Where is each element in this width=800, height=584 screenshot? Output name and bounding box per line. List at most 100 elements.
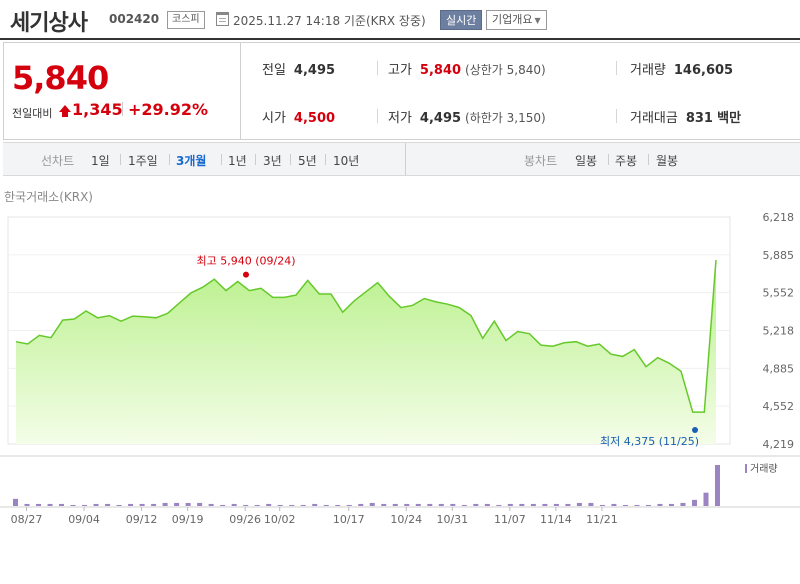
day-high: 고가 5,840 (상한가 5,840) <box>388 59 546 78</box>
volume-bar <box>82 504 88 506</box>
volume-bar <box>70 504 76 506</box>
x-tick-label: 11/14 <box>540 513 572 526</box>
trade-amount: 거래대금 831 백만 <box>630 107 741 126</box>
volume-bar <box>231 503 237 506</box>
prev-close-value: 4,495 <box>293 63 336 78</box>
high-label: 고가 <box>388 63 412 78</box>
x-tick-label: 10/02 <box>264 513 296 526</box>
tab-1d[interactable]: 1일 <box>91 154 110 168</box>
x-tick-label: 11/07 <box>494 513 526 526</box>
tab-10y[interactable]: 10년 <box>333 154 360 168</box>
quote-divider <box>377 109 378 123</box>
y-tick-label: 5,552 <box>763 287 795 300</box>
x-tick-label: 11/21 <box>586 513 618 526</box>
volume-bar <box>266 503 272 506</box>
candle-chart-label: 봉차트 <box>524 154 558 168</box>
volume-bars: 거래량 <box>13 463 778 506</box>
quote-divider <box>616 61 617 75</box>
tab-divider <box>255 154 256 165</box>
y-tick-label: 5,218 <box>763 325 795 338</box>
quote-divider <box>616 109 617 123</box>
volume-bar <box>427 503 433 506</box>
tab-divider <box>325 154 326 165</box>
tab-monthly-candle[interactable]: 월봉 <box>656 154 679 168</box>
y-tick-label: 4,885 <box>763 362 795 375</box>
volume-legend-swatch <box>745 464 747 473</box>
volume-bar <box>289 504 295 506</box>
tab-3y[interactable]: 3년 <box>263 154 282 168</box>
current-price: 5,840 <box>12 59 109 97</box>
tab-weekly-candle[interactable]: 주봉 <box>615 154 638 168</box>
volume-bar <box>369 502 375 506</box>
tab-divider <box>608 154 609 165</box>
stock-header: 세기상사 002420 코스피 2025.11.27 14:18 기준(KRX … <box>0 0 800 40</box>
high-value: 5,840 <box>419 63 462 78</box>
volume-bar <box>116 504 122 506</box>
volume-bar <box>415 503 421 506</box>
prev-close: 전일 4,495 <box>262 59 335 78</box>
price-area <box>16 259 716 444</box>
quote-divider <box>377 61 378 75</box>
amount-unit: 백만 <box>717 111 742 126</box>
volume-bar <box>174 502 180 506</box>
volume-bar <box>220 504 226 506</box>
volume-bar <box>461 504 467 506</box>
day-low: 저가 4,495 (하한가 3,150) <box>388 107 546 126</box>
stock-name: 세기상사 <box>10 11 88 36</box>
volume-bar <box>645 504 651 506</box>
x-tick-label: 10/31 <box>436 513 468 526</box>
volume-bar <box>13 498 18 506</box>
volume-bar <box>565 503 571 506</box>
upper-limit: (상한가 5,840) <box>465 63 546 77</box>
volume-bar <box>335 504 341 506</box>
y-axis-ticks: 6,218 5,885 5,552 5,218 4,885 4,552 4,219 <box>763 211 795 451</box>
header-divider <box>0 38 800 40</box>
volume-bar <box>47 503 53 506</box>
max-point-marker <box>243 271 249 278</box>
volume-bar <box>381 503 387 506</box>
volume-bar <box>93 503 99 506</box>
x-tick-label: 09/26 <box>229 513 261 526</box>
volume-bar <box>622 504 628 506</box>
volume-bar <box>404 503 410 506</box>
company-info-button[interactable]: 기업개요 ▼ <box>486 10 547 30</box>
chevron-down-icon: ▼ <box>534 16 541 25</box>
volume-bar <box>197 502 203 506</box>
volume-bar <box>243 504 249 506</box>
tab-5y[interactable]: 5년 <box>298 154 317 168</box>
tab-divider <box>120 154 121 165</box>
volume: 거래량 146,605 <box>630 59 733 78</box>
tab-1w[interactable]: 1주일 <box>128 154 158 168</box>
lower-limit: (하한가 3,150) <box>465 111 546 125</box>
volume-bar <box>542 503 548 506</box>
volume-bar <box>611 503 617 506</box>
x-tick-label: 09/19 <box>172 513 204 526</box>
x-tick-label: 10/17 <box>333 513 365 526</box>
volume-bar <box>128 503 134 506</box>
data-source: 한국거래소(KRX) <box>4 190 93 204</box>
tab-divider <box>290 154 291 165</box>
volume-bar <box>450 503 456 506</box>
realtime-button[interactable]: 실시간 <box>440 10 483 30</box>
volume-bar <box>657 503 663 506</box>
volume-bar <box>392 503 398 506</box>
x-tick-label: 10/24 <box>390 513 422 526</box>
volume-bar <box>300 504 306 506</box>
tab-1y[interactable]: 1년 <box>228 154 247 168</box>
volume-bar <box>105 503 111 506</box>
price-chart: 6,218 5,885 5,552 5,218 4,885 4,552 4,219 최고 5… <box>0 211 800 526</box>
volume-bar <box>530 503 536 506</box>
volume-bar <box>553 503 559 506</box>
up-arrow-icon <box>59 105 71 117</box>
y-tick-label: 4,552 <box>763 400 795 413</box>
volume-bar <box>715 465 720 506</box>
volume-bar <box>496 504 502 506</box>
quote-grid: 전일 4,495 고가 5,840 (상한가 5,840) 거래량 146,605 시가… <box>241 42 800 140</box>
volume-label: 거래량 <box>630 63 666 78</box>
volume-bar <box>680 502 686 506</box>
tab-daily-candle[interactable]: 일봉 <box>575 154 598 168</box>
max-point-label: 최고 5,940 (09/24) <box>196 255 295 268</box>
y-tick-label: 6,218 <box>763 211 795 224</box>
tab-3m[interactable]: 3개월 <box>176 154 207 168</box>
y-tick-label: 4,219 <box>763 438 795 451</box>
